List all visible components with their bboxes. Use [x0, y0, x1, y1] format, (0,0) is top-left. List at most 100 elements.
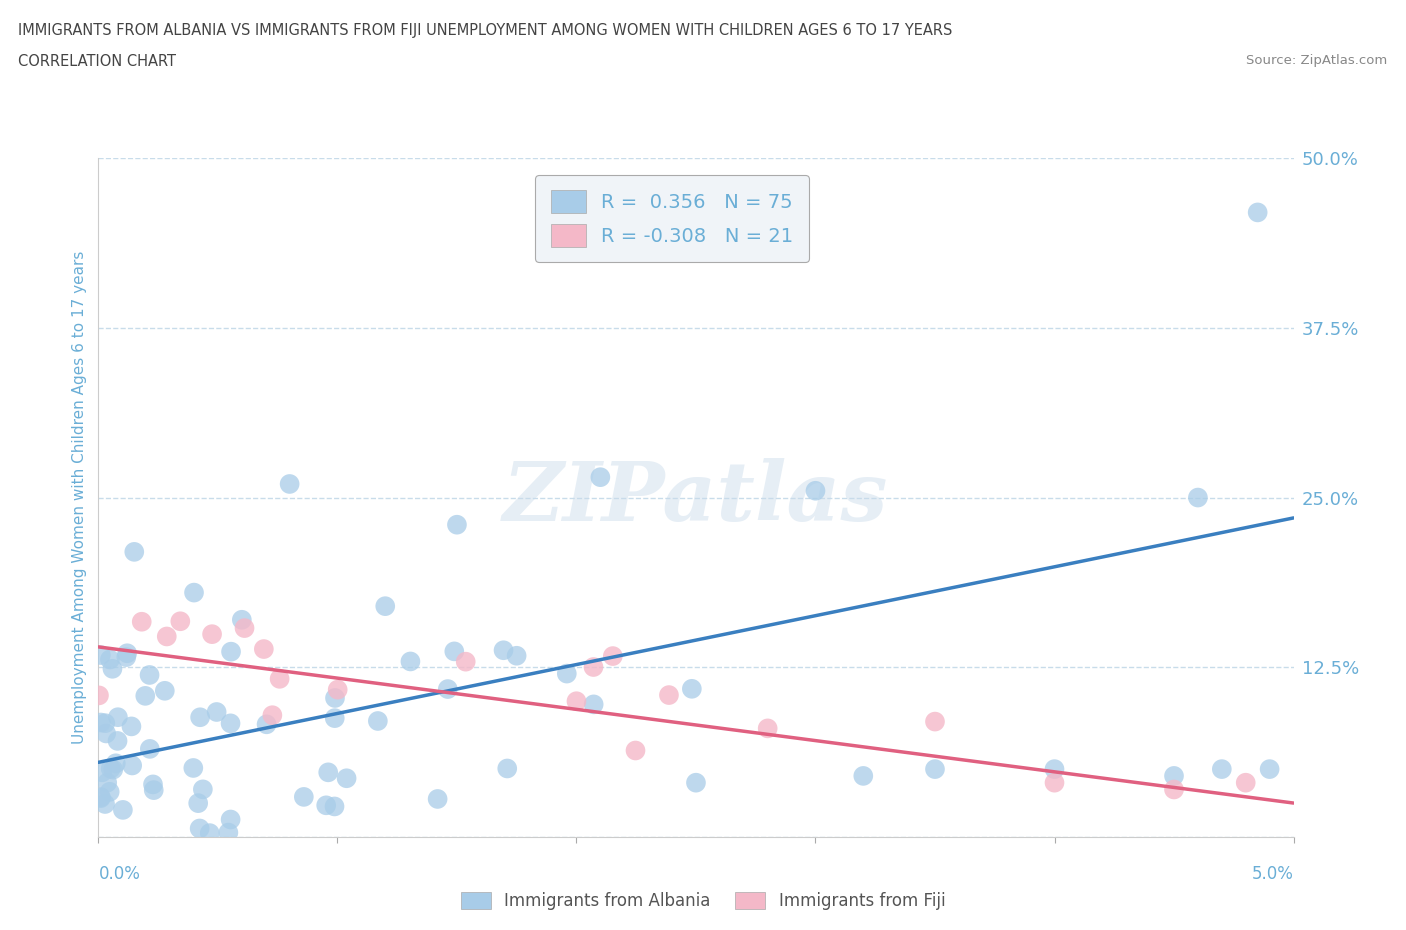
- Point: [658, 687, 681, 702]
- Point: [555, 666, 578, 681]
- Point: [90, 790, 112, 804]
- Point: [87, 688, 110, 703]
- Point: [316, 764, 339, 779]
- Point: [115, 650, 138, 665]
- Text: IMMIGRANTS FROM ALBANIA VS IMMIGRANTS FROM FIJI UNEMPLOYMENT AMONG WOMEN WITH CH: IMMIGRANTS FROM ALBANIA VS IMMIGRANTS FR…: [18, 23, 953, 38]
- Point: [131, 615, 153, 630]
- Point: [426, 791, 449, 806]
- Point: [262, 708, 284, 723]
- Point: [454, 654, 477, 669]
- Point: [188, 821, 211, 836]
- Point: [121, 758, 143, 773]
- Point: [219, 644, 242, 659]
- Point: [505, 648, 527, 663]
- Point: [142, 777, 165, 791]
- Point: [134, 688, 156, 703]
- Point: [1043, 762, 1066, 777]
- Point: [219, 812, 242, 827]
- Point: [98, 784, 121, 799]
- Point: [90, 647, 112, 662]
- Point: [139, 741, 162, 756]
- Point: [292, 790, 315, 804]
- Point: [217, 825, 239, 840]
- Point: [187, 796, 209, 811]
- Point: [231, 612, 253, 627]
- Point: [326, 683, 349, 698]
- Point: [1163, 768, 1185, 783]
- Text: 5.0%: 5.0%: [1251, 865, 1294, 883]
- Point: [90, 790, 112, 805]
- Point: [101, 661, 124, 676]
- Point: [436, 682, 458, 697]
- Point: [685, 776, 707, 790]
- Legend: Immigrants from Albania, Immigrants from Fiji: Immigrants from Albania, Immigrants from…: [454, 885, 952, 917]
- Y-axis label: Unemployment Among Women with Children Ages 6 to 17 years: Unemployment Among Women with Children A…: [72, 251, 87, 744]
- Point: [492, 643, 515, 658]
- Point: [188, 710, 211, 724]
- Point: [924, 714, 946, 729]
- Point: [446, 517, 468, 532]
- Point: [98, 652, 121, 667]
- Point: [138, 668, 160, 683]
- Legend: R =  0.356   N = 75, R = -0.308   N = 21: R = 0.356 N = 75, R = -0.308 N = 21: [536, 175, 808, 262]
- Text: Source: ZipAtlas.com: Source: ZipAtlas.com: [1247, 54, 1388, 67]
- Point: [565, 694, 588, 709]
- Point: [1234, 776, 1257, 790]
- Text: ZIPatlas: ZIPatlas: [503, 458, 889, 538]
- Point: [1211, 762, 1233, 777]
- Point: [205, 705, 228, 720]
- Point: [278, 476, 301, 491]
- Point: [602, 648, 624, 663]
- Point: [96, 776, 118, 790]
- Point: [91, 764, 114, 779]
- Point: [111, 803, 134, 817]
- Point: [589, 470, 612, 485]
- Point: [924, 762, 946, 777]
- Point: [496, 761, 519, 776]
- Point: [582, 697, 605, 711]
- Point: [253, 642, 276, 657]
- Point: [804, 484, 827, 498]
- Point: [115, 645, 138, 660]
- Point: [367, 713, 389, 728]
- Point: [443, 644, 465, 658]
- Point: [201, 627, 224, 642]
- Point: [582, 659, 605, 674]
- Point: [219, 716, 242, 731]
- Point: [94, 797, 117, 812]
- Point: [1246, 205, 1268, 219]
- Point: [104, 756, 127, 771]
- Point: [323, 711, 346, 725]
- Point: [124, 544, 146, 559]
- Point: [323, 799, 346, 814]
- Point: [103, 762, 125, 777]
- Point: [269, 671, 291, 686]
- Point: [191, 782, 214, 797]
- Point: [374, 599, 396, 614]
- Point: [90, 715, 112, 730]
- Point: [94, 716, 117, 731]
- Point: [169, 614, 191, 629]
- Point: [120, 719, 142, 734]
- Point: [681, 682, 703, 697]
- Point: [1163, 782, 1185, 797]
- Point: [107, 710, 129, 724]
- Point: [256, 717, 278, 732]
- Point: [1043, 776, 1066, 790]
- Point: [100, 762, 122, 777]
- Point: [96, 726, 118, 741]
- Point: [156, 629, 179, 644]
- Text: 0.0%: 0.0%: [98, 865, 141, 883]
- Point: [1187, 490, 1209, 505]
- Point: [624, 743, 647, 758]
- Point: [336, 771, 359, 786]
- Point: [153, 684, 176, 698]
- Point: [315, 798, 337, 813]
- Point: [107, 734, 129, 749]
- Point: [181, 761, 204, 776]
- Point: [233, 620, 256, 635]
- Point: [183, 585, 205, 600]
- Text: CORRELATION CHART: CORRELATION CHART: [18, 54, 176, 69]
- Point: [142, 783, 165, 798]
- Point: [399, 654, 422, 669]
